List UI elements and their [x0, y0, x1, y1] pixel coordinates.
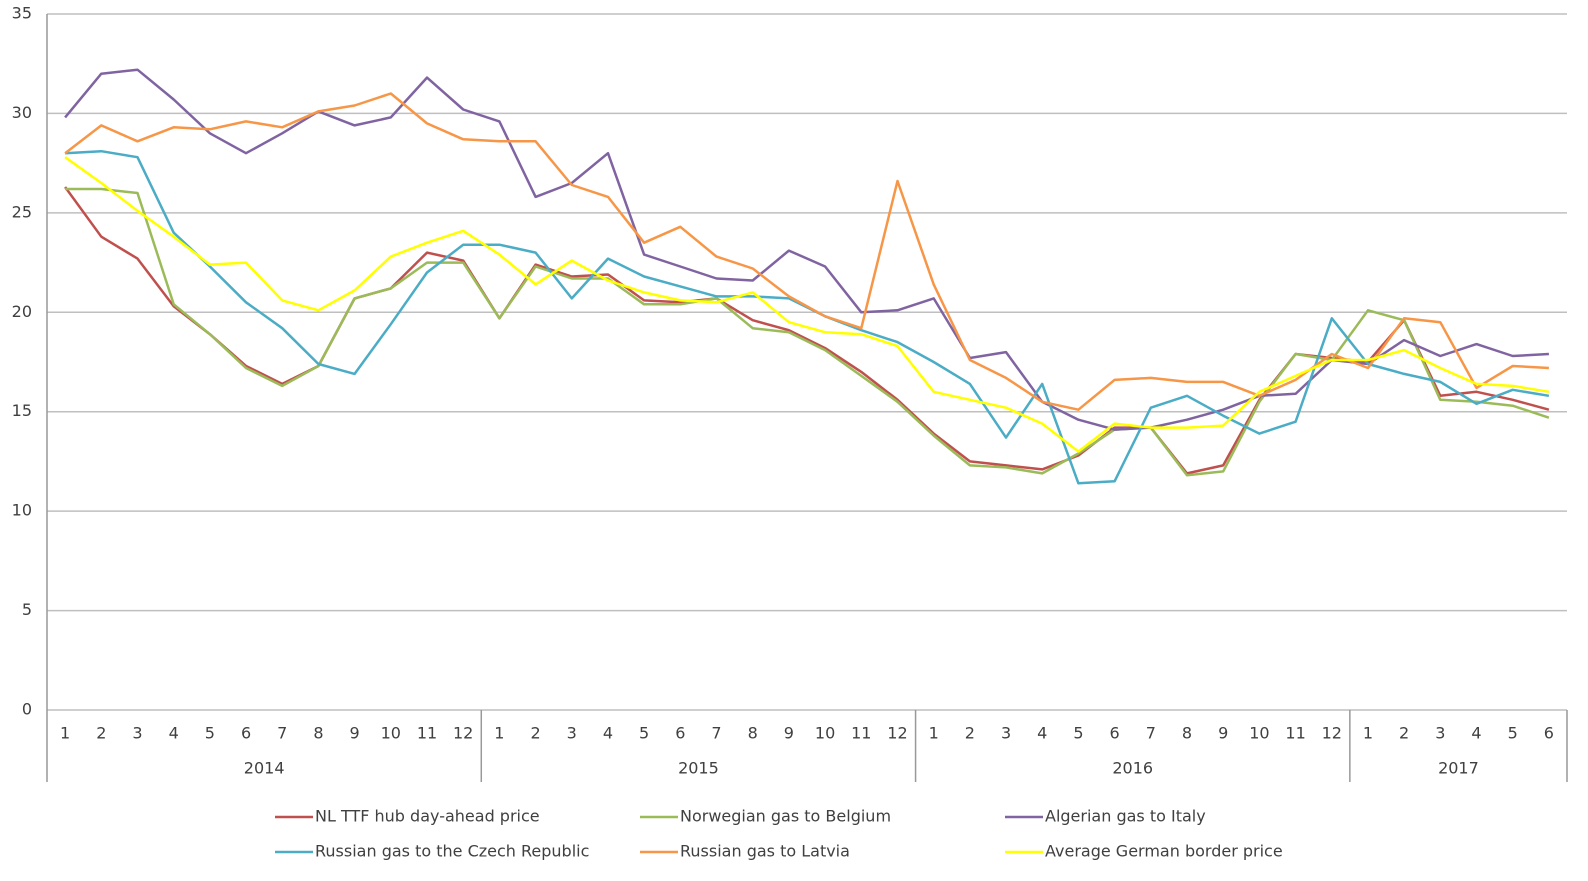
series-line: [65, 149, 1550, 485]
legend-label: Average German border price: [1045, 842, 1283, 861]
legend-label: Algerian gas to Italy: [1045, 807, 1206, 826]
x-tick-label: 5: [205, 724, 215, 743]
series-line: [64, 156, 1550, 453]
x-tick-label: 4: [603, 724, 613, 743]
x-tick-label: 10: [381, 724, 401, 743]
x-tick-label: 4: [169, 724, 179, 743]
x-group-label: 2016: [1112, 759, 1153, 778]
x-tick-label: 12: [887, 724, 907, 743]
x-tick-label: 12: [1322, 724, 1342, 743]
series-line: [64, 92, 1549, 411]
x-tick-label: 10: [815, 724, 835, 743]
y-tick-label: 0: [22, 700, 32, 719]
series-line: [65, 187, 1550, 477]
x-tick-label: 6: [675, 724, 685, 743]
x-tick-label: 7: [711, 724, 721, 743]
x-tick-label: 1: [494, 724, 504, 743]
x-tick-label: 3: [567, 724, 577, 743]
x-group-label: 2017: [1438, 759, 1479, 778]
x-tick-label: 2: [530, 724, 540, 743]
x-tick-label: 6: [1110, 724, 1120, 743]
x-tick-label: 11: [1285, 724, 1305, 743]
x-tick-label: 9: [784, 724, 794, 743]
legend-label: Norwegian gas to Belgium: [680, 807, 891, 826]
x-tick-label: 3: [132, 724, 142, 743]
x-tick-label: 2: [1399, 724, 1409, 743]
legend-label: NL TTF hub day-ahead price: [315, 807, 540, 826]
x-tick-label: 9: [350, 724, 360, 743]
x-tick-label: 9: [1218, 724, 1228, 743]
x-tick-label: 7: [1146, 724, 1156, 743]
x-group-label: 2015: [678, 759, 719, 778]
x-tick-label: 11: [851, 724, 871, 743]
x-tick-label: 4: [1471, 724, 1481, 743]
x-group-label: 2014: [244, 759, 285, 778]
x-tick-label: 1: [1363, 724, 1373, 743]
x-tick-label: 7: [277, 724, 287, 743]
y-tick-label: 35: [12, 4, 32, 23]
x-tick-label: 8: [748, 724, 758, 743]
legend-label: Russian gas to the Czech Republic: [315, 842, 589, 861]
x-tick-label: 3: [1001, 724, 1011, 743]
x-tick-label: 5: [639, 724, 649, 743]
x-tick-label: 1: [60, 724, 70, 743]
y-tick-label: 5: [22, 600, 32, 619]
y-tick-label: 20: [12, 302, 32, 321]
x-tick-label: 12: [453, 724, 473, 743]
x-tick-label: 2: [965, 724, 975, 743]
x-tick-label: 8: [313, 724, 323, 743]
x-tick-label: 5: [1508, 724, 1518, 743]
y-tick-label: 10: [12, 501, 32, 520]
x-tick-label: 2: [96, 724, 106, 743]
x-tick-label: 8: [1182, 724, 1192, 743]
y-tick-label: 30: [12, 103, 32, 122]
y-tick-label: 25: [12, 202, 32, 221]
x-tick-label: 10: [1249, 724, 1269, 743]
x-tick-label: 5: [1073, 724, 1083, 743]
x-tick-label: 4: [1037, 724, 1047, 743]
x-tick-label: 3: [1435, 724, 1445, 743]
legend-label: Russian gas to Latvia: [680, 842, 850, 861]
x-tick-label: 6: [1544, 724, 1554, 743]
y-tick-label: 15: [12, 401, 32, 420]
x-tick-label: 6: [241, 724, 251, 743]
x-tick-label: 1: [929, 724, 939, 743]
x-tick-label: 11: [417, 724, 437, 743]
